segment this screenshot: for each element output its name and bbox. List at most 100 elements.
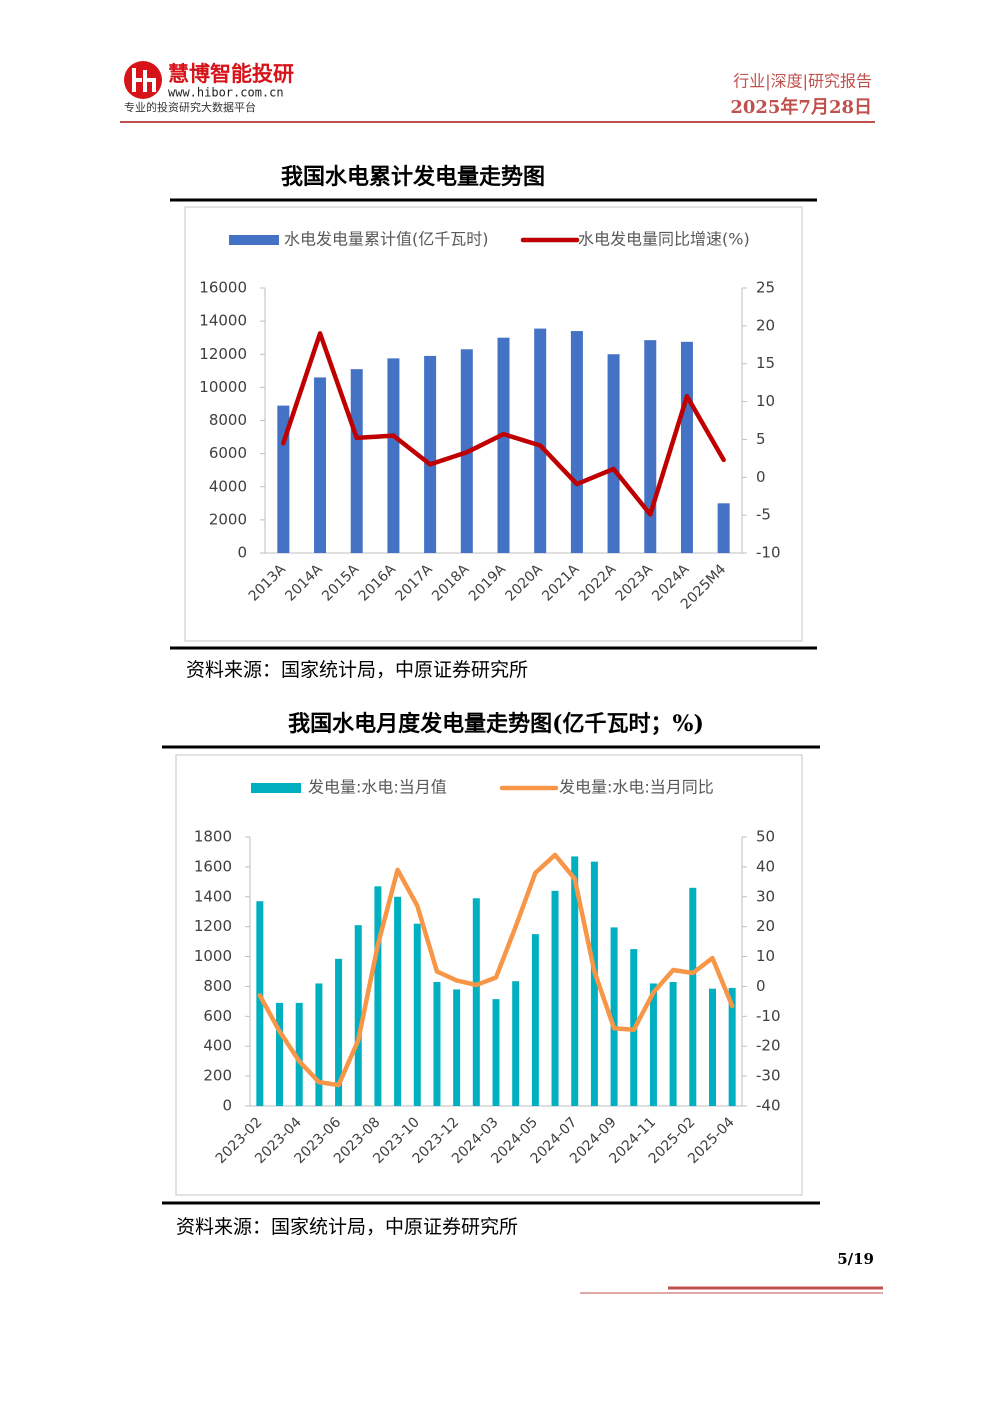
bar [276, 1002, 284, 1106]
bar [551, 890, 559, 1106]
y-tick-label: 8000 [209, 411, 247, 429]
bar [669, 981, 677, 1106]
bar [512, 981, 520, 1106]
bar [610, 927, 618, 1106]
y-tick-label: 1600 [194, 857, 232, 875]
x-tick-label: 2014A [282, 561, 326, 605]
y-tick-label: 800 [203, 977, 232, 995]
bar [387, 358, 400, 553]
report-date: 2025年7月28日 [730, 96, 872, 118]
x-tick-label: 2013A [246, 561, 290, 605]
legend-label: 发电量:水电:当月同比 [559, 778, 714, 797]
bar [256, 901, 264, 1106]
bar [689, 887, 697, 1106]
y2-tick-label: 0 [756, 977, 766, 995]
tagline: 专业的投资研究大数据平台 [124, 100, 256, 114]
bar [570, 331, 583, 553]
legend-swatch [251, 783, 301, 793]
bar [644, 340, 657, 553]
bar [534, 328, 547, 553]
y2-tick-label: -30 [756, 1067, 781, 1085]
y-tick-label: 1200 [194, 917, 232, 935]
chart-frame [175, 754, 803, 1196]
x-tick-label: 2019A [466, 561, 510, 605]
y-tick-label: 4000 [209, 477, 247, 495]
bar [424, 355, 437, 553]
x-tick-label: 2022A [576, 561, 620, 605]
x-tick-label: 2015A [319, 561, 363, 605]
x-tick-label: 2020A [503, 561, 547, 605]
bar [314, 377, 327, 553]
x-tick-label: 2017A [392, 561, 436, 605]
y2-tick-label: 40 [756, 857, 775, 875]
y2-tick-label: 10 [756, 392, 775, 410]
bar [590, 861, 598, 1106]
bar [354, 925, 362, 1106]
line [281, 331, 726, 517]
report-type: 行业|深度|研究报告 [733, 72, 872, 91]
x-tick-label: 2021A [539, 561, 583, 605]
legend-label: 水电发电量累计值(亿千瓦时) [284, 230, 489, 249]
y-tick-label: 1800 [194, 828, 232, 846]
source: 资料来源：国家统计局，中原证券研究所 [186, 659, 528, 681]
bar [295, 1002, 303, 1106]
y2-tick-label: -5 [756, 506, 771, 524]
line [257, 852, 735, 1088]
y2-tick-label: 20 [756, 316, 775, 334]
bar [472, 898, 480, 1106]
y2-tick-label: -10 [756, 544, 781, 562]
bar [531, 934, 539, 1106]
y-tick-label: 1000 [194, 947, 232, 965]
y-tick-label: 400 [203, 1037, 232, 1055]
y-tick-label: 0 [222, 1097, 232, 1115]
y2-tick-label: -40 [756, 1097, 781, 1115]
y-tick-label: 600 [203, 1007, 232, 1025]
bar [649, 983, 657, 1106]
y-tick-label: 16000 [199, 279, 247, 297]
bar [708, 988, 716, 1106]
x-tick-label: 2018A [429, 561, 473, 605]
y2-tick-label: 0 [756, 468, 766, 486]
bar [350, 369, 363, 553]
bar [497, 337, 510, 553]
bar [453, 989, 461, 1106]
y-tick-label: 6000 [209, 444, 247, 462]
chart-title: 我国水电月度发电量走势图(亿千瓦时；%) [288, 711, 704, 737]
bar [728, 987, 736, 1106]
legend-label: 发电量:水电:当月值 [308, 778, 447, 797]
y2-tick-label: -20 [756, 1037, 781, 1055]
y2-tick-label: -10 [756, 1007, 781, 1025]
y2-tick-label: 15 [756, 354, 775, 372]
y2-tick-label: 30 [756, 887, 775, 905]
y-tick-label: 14000 [199, 312, 247, 330]
bar [277, 405, 290, 553]
bar [433, 981, 441, 1106]
bar [394, 896, 402, 1106]
x-tick-label: 2016A [356, 561, 400, 605]
source: 资料来源：国家统计局，中原证券研究所 [176, 1216, 518, 1238]
brand: 慧博智能投研 [168, 62, 294, 86]
chart-frame [184, 206, 803, 642]
brand-url: www.hibor.com.cn [168, 86, 284, 100]
chart-title: 我国水电累计发电量走势图 [281, 164, 545, 190]
bar [413, 923, 421, 1106]
y-tick-label: 1400 [194, 887, 232, 905]
bar [492, 999, 500, 1106]
y-tick-label: 12000 [199, 345, 247, 363]
logo-mark [132, 68, 156, 92]
legend-swatch [229, 235, 279, 245]
y-tick-label: 10000 [199, 378, 247, 396]
y2-tick-label: 50 [756, 828, 775, 846]
bar [374, 886, 382, 1106]
bar [680, 341, 693, 553]
y2-tick-label: 10 [756, 947, 775, 965]
y-tick-label: 200 [203, 1067, 232, 1085]
bar [571, 856, 579, 1106]
bar [315, 983, 323, 1106]
y2-tick-label: 25 [756, 279, 775, 297]
bar [607, 354, 620, 553]
page-number: 5/19 [837, 1250, 874, 1268]
bar [717, 503, 730, 553]
